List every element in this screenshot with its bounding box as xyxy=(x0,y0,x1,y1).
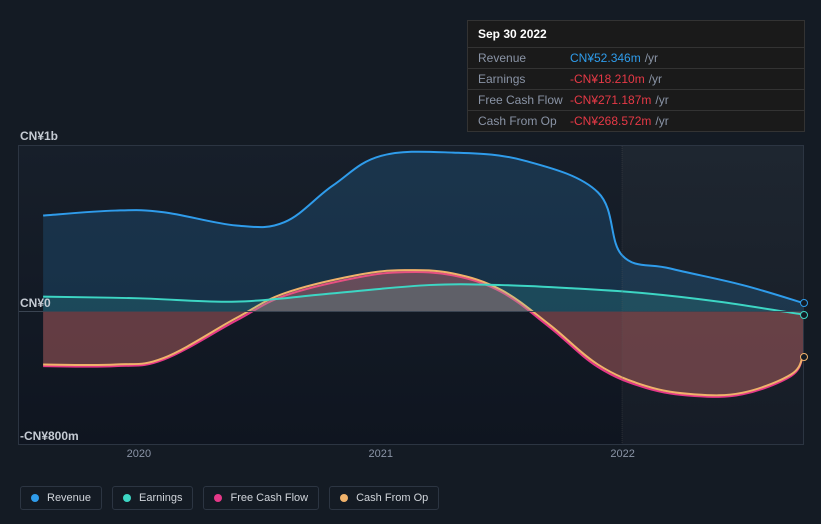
x-axis-ticks: 2020 2021 2022 xyxy=(18,448,804,466)
tooltip-row: RevenueCN¥52.346m/yr xyxy=(468,48,804,69)
y-axis-label: CN¥1b xyxy=(20,129,58,143)
cfo-endpoint xyxy=(800,353,808,361)
legend-dot-icon xyxy=(31,494,39,502)
legend-item-revenue[interactable]: Revenue xyxy=(20,486,102,510)
legend-item-fcf[interactable]: Free Cash Flow xyxy=(203,486,319,510)
tooltip-row-value: -CN¥268.572m xyxy=(570,114,651,128)
y-axis-label: -CN¥800m xyxy=(20,429,79,443)
tooltip-row-value: CN¥52.346m xyxy=(570,51,641,65)
tooltip-row-unit: /yr xyxy=(649,72,662,86)
legend-item-earnings[interactable]: Earnings xyxy=(112,486,193,510)
x-axis-tick: 2020 xyxy=(127,448,151,460)
legend-label: Cash From Op xyxy=(356,492,428,504)
legend-label: Revenue xyxy=(47,492,91,504)
tooltip-row-label: Free Cash Flow xyxy=(478,93,570,107)
legend-label: Earnings xyxy=(139,492,182,504)
tooltip-panel: Sep 30 2022 RevenueCN¥52.346m/yrEarnings… xyxy=(467,20,805,132)
legend-item-cfo[interactable]: Cash From Op xyxy=(329,486,439,510)
tooltip-row-label: Cash From Op xyxy=(478,114,570,128)
tooltip-row-unit: /yr xyxy=(655,114,668,128)
chart-svg xyxy=(19,146,803,444)
tooltip-row: Earnings-CN¥18.210m/yr xyxy=(468,69,804,90)
chart-area xyxy=(18,145,804,445)
tooltip-date: Sep 30 2022 xyxy=(468,21,804,48)
tooltip-row: Cash From Op-CN¥268.572m/yr xyxy=(468,111,804,131)
legend-label: Free Cash Flow xyxy=(230,492,308,504)
tooltip-row-value: -CN¥271.187m xyxy=(570,93,651,107)
legend-dot-icon xyxy=(340,494,348,502)
y-axis-label: CN¥0 xyxy=(20,296,51,310)
x-axis-tick: 2021 xyxy=(369,448,393,460)
tooltip-row-label: Earnings xyxy=(478,72,570,86)
revenue-endpoint xyxy=(800,299,808,307)
tooltip-row: Free Cash Flow-CN¥271.187m/yr xyxy=(468,90,804,111)
tooltip-row-value: -CN¥18.210m xyxy=(570,72,645,86)
tooltip-row-label: Revenue xyxy=(478,51,570,65)
x-axis-tick: 2022 xyxy=(610,448,634,460)
earnings-endpoint xyxy=(800,311,808,319)
legend-dot-icon xyxy=(214,494,222,502)
tooltip-row-unit: /yr xyxy=(655,93,668,107)
legend-dot-icon xyxy=(123,494,131,502)
tooltip-row-unit: /yr xyxy=(645,51,658,65)
legend: Revenue Earnings Free Cash Flow Cash From O… xyxy=(20,486,439,510)
